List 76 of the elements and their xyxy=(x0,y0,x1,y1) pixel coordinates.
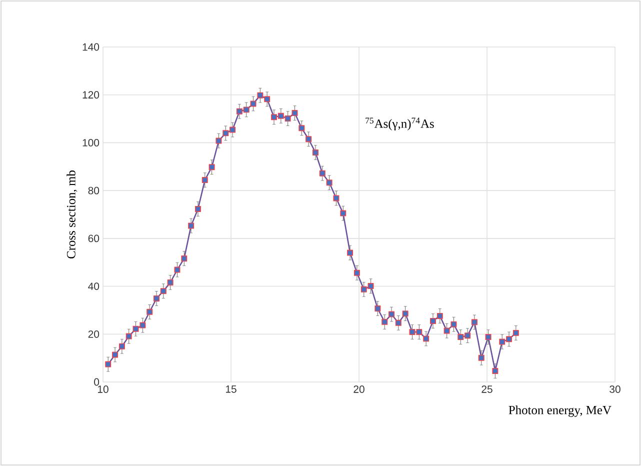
point xyxy=(250,100,256,107)
point xyxy=(492,368,498,374)
point xyxy=(506,336,512,342)
y-tick-label: 120 xyxy=(82,91,100,99)
point xyxy=(485,334,492,340)
point xyxy=(160,288,166,294)
point xyxy=(319,170,326,176)
point xyxy=(208,164,215,170)
point xyxy=(216,138,222,144)
point xyxy=(512,330,519,336)
point xyxy=(354,270,360,276)
y-tick-label: 60 xyxy=(88,234,100,242)
x-tick-label: 15 xyxy=(226,386,236,393)
point xyxy=(471,319,478,326)
point xyxy=(326,180,332,186)
point xyxy=(126,333,132,340)
point xyxy=(174,266,180,273)
y-tick-label: 80 xyxy=(88,186,100,194)
point xyxy=(112,352,118,358)
x-tick-label: 10 xyxy=(98,386,108,393)
point xyxy=(423,336,430,342)
point xyxy=(333,195,340,202)
point xyxy=(264,96,270,102)
point xyxy=(243,106,250,113)
y-tick-label: 140 xyxy=(82,43,100,51)
point xyxy=(132,326,139,332)
point xyxy=(298,125,305,132)
point xyxy=(194,206,201,212)
annotation: $^{75}$As(γ,n)$^{74}$As xyxy=(366,118,434,130)
y-tick-label: 20 xyxy=(88,330,100,338)
point xyxy=(402,310,408,317)
point xyxy=(395,320,402,326)
point xyxy=(181,256,188,262)
y-tick-label: 100 xyxy=(82,139,100,146)
y-tick-label: 0 xyxy=(94,378,100,386)
point xyxy=(236,108,242,114)
point xyxy=(416,329,422,335)
x-tick-label: 30 xyxy=(610,386,620,393)
point xyxy=(340,210,346,216)
point xyxy=(257,92,264,98)
point xyxy=(478,354,484,361)
point xyxy=(458,334,464,340)
x-axis-title: Photon energy, MeV xyxy=(508,406,612,417)
point xyxy=(306,136,312,142)
point xyxy=(202,177,208,184)
point xyxy=(284,116,291,122)
point xyxy=(368,283,374,290)
point xyxy=(167,279,174,286)
y-axis-title: Cross section, mb xyxy=(66,170,78,258)
point xyxy=(374,306,381,312)
point xyxy=(146,308,153,315)
point xyxy=(444,328,450,334)
point xyxy=(230,126,236,133)
point xyxy=(409,329,416,335)
point xyxy=(105,361,112,368)
point xyxy=(278,112,284,119)
y-tick-label: 40 xyxy=(88,282,100,290)
point xyxy=(271,114,277,120)
point xyxy=(430,318,436,324)
point xyxy=(118,343,125,350)
point xyxy=(154,296,160,302)
x-tick-label: 20 xyxy=(354,386,364,393)
point xyxy=(450,321,457,328)
point xyxy=(188,222,194,229)
point xyxy=(312,150,318,156)
point xyxy=(292,110,298,116)
point xyxy=(499,338,506,345)
x-tick-label: 25 xyxy=(482,386,492,393)
point xyxy=(382,318,388,325)
point xyxy=(222,130,229,136)
point xyxy=(464,332,471,339)
point xyxy=(360,286,367,292)
point xyxy=(388,311,395,318)
point xyxy=(436,312,443,319)
point xyxy=(140,322,146,328)
point xyxy=(347,250,354,256)
